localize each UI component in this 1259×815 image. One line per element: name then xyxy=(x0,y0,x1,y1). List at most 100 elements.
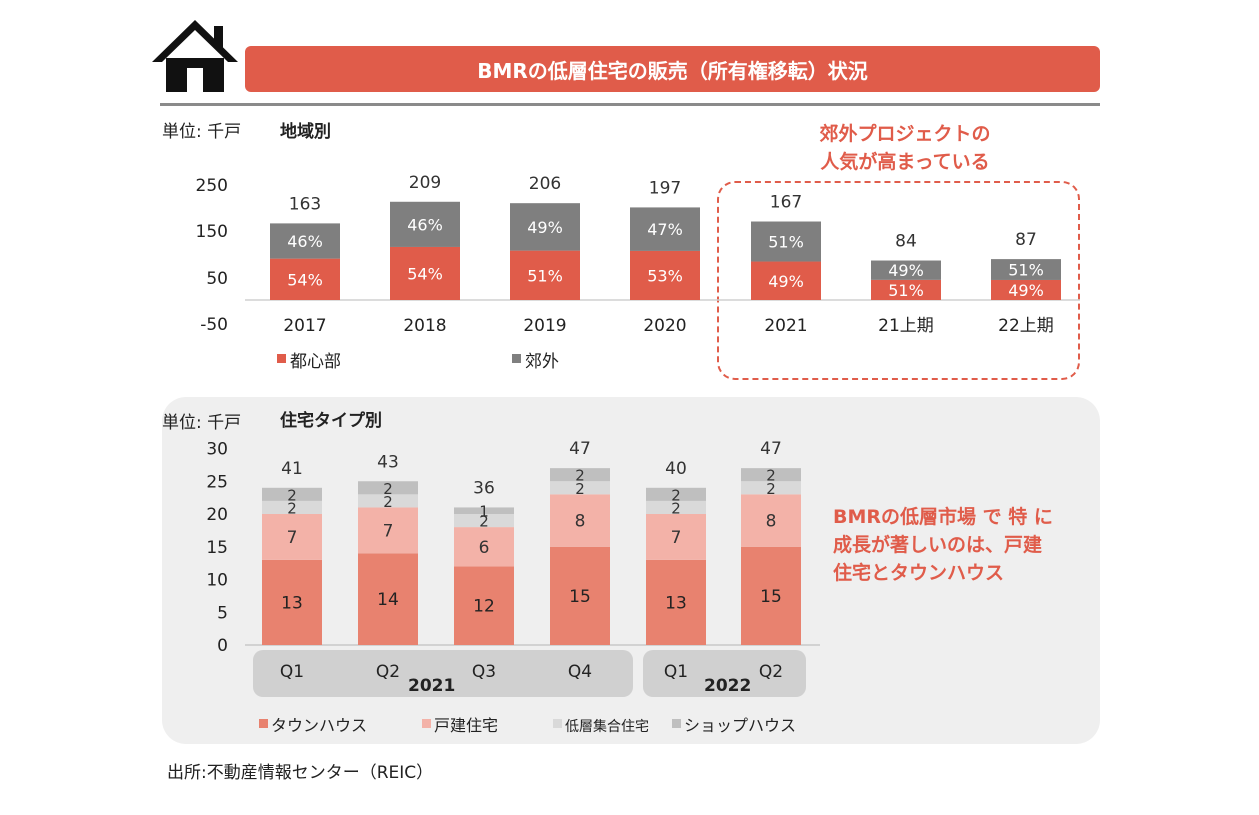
y-tick-label: -50 xyxy=(200,315,228,335)
callout-line: 人気が高まっている xyxy=(820,151,990,173)
bar-detached xyxy=(550,494,610,547)
legend-swatch-urban xyxy=(277,354,286,363)
bar-townhouse-label: 15 xyxy=(569,587,591,607)
bar-share-label-urban: 53% xyxy=(647,266,683,285)
legend-swatch-suburb xyxy=(512,354,521,363)
bar-urban xyxy=(871,279,941,300)
chart1-subtitle: 地域別 xyxy=(280,122,331,142)
bar-total-label: 163 xyxy=(289,194,321,214)
x-tick-label: 2018 xyxy=(403,316,446,336)
bar-lowrise-condo-label: 2 xyxy=(766,480,776,498)
bar-townhouse xyxy=(646,559,706,645)
y-tick-label: 30 xyxy=(206,440,228,460)
bar-suburb xyxy=(751,221,821,262)
bar-townhouse xyxy=(454,566,514,645)
bar-total-label: 36 xyxy=(473,478,495,498)
bar-share-label-urban: 54% xyxy=(287,270,323,289)
bar-lowrise-condo xyxy=(262,500,322,514)
bar-share-label-urban: 51% xyxy=(527,266,563,285)
callout-line: 郊外プロジェクトの xyxy=(819,123,991,145)
bar-townhouse-label: 15 xyxy=(760,587,782,607)
bar-townhouse-label: 14 xyxy=(377,590,399,610)
legend-label-urban: 都心部 xyxy=(290,352,341,372)
x-tick-label: Q4 xyxy=(568,662,592,682)
year-label-2022: 2022 xyxy=(704,676,752,696)
bar-urban xyxy=(630,250,700,300)
x-tick-label: Q1 xyxy=(280,662,304,682)
bar-share-label-urban: 49% xyxy=(1008,281,1044,300)
chart2-subtitle: 住宅タイプ別 xyxy=(280,411,382,431)
x-tick-label: Q2 xyxy=(376,662,400,682)
chart1: 250 150 50 -50 54% 46% 163 2017 54% 46% 209 2018 51%… xyxy=(196,173,1080,372)
bar-urban xyxy=(991,279,1061,300)
legend-swatch xyxy=(672,719,681,728)
bar-shophouse-label: 2 xyxy=(383,480,393,498)
chart1-callout: 郊外プロジェクトの 人気が高まっている xyxy=(790,120,1020,176)
bar-suburb xyxy=(270,223,340,259)
bar-total-label: 41 xyxy=(281,459,303,479)
bar-total-label: 209 xyxy=(409,173,441,193)
legend-label: 低層集合住宅 xyxy=(565,718,649,735)
bar-shophouse xyxy=(262,487,322,501)
x-tick-label: 2021 xyxy=(764,316,807,336)
bar-detached xyxy=(454,527,514,567)
bar-townhouse xyxy=(741,546,801,645)
bar-shophouse xyxy=(741,468,801,482)
bar-shophouse xyxy=(358,481,418,495)
x-tick-label: 21上期 xyxy=(878,316,934,336)
year-label-2021: 2021 xyxy=(408,676,456,696)
bar-suburb xyxy=(871,260,941,280)
legend-swatch xyxy=(259,719,268,728)
bar-townhouse xyxy=(550,546,610,645)
bar-shophouse xyxy=(646,487,706,501)
bar-detached-label: 7 xyxy=(383,521,394,541)
bar-share-label-suburb: 51% xyxy=(768,233,804,252)
y-tick-label: 15 xyxy=(206,538,228,558)
bar-total-label: 167 xyxy=(770,193,802,213)
bar-lowrise-condo-label: 2 xyxy=(575,480,585,498)
bar-lowrise-condo-label: 2 xyxy=(671,499,681,517)
bar-lowrise-condo-label: 2 xyxy=(287,499,297,517)
x-tick-label: 22上期 xyxy=(998,316,1054,336)
bar-detached-label: 8 xyxy=(575,512,586,532)
callout-line: 成長が著しいのは、戸建 xyxy=(833,534,1043,556)
bar-detached xyxy=(646,514,706,560)
y-tick-label: 25 xyxy=(206,472,228,492)
x-tick-label: 2020 xyxy=(643,316,686,336)
bar-total-label: 43 xyxy=(377,452,399,472)
bar-share-label-urban: 51% xyxy=(888,281,924,300)
bar-detached xyxy=(262,514,322,560)
source-note: 出所:不動産情報センター（REIC） xyxy=(167,763,434,783)
y-tick-label: 150 xyxy=(196,222,228,242)
bar-shophouse-label: 2 xyxy=(575,467,585,485)
bar-lowrise-condo xyxy=(741,481,801,495)
bar-detached xyxy=(741,494,801,547)
x-tick-label: 2017 xyxy=(283,316,326,336)
bar-total-label: 87 xyxy=(1015,230,1037,250)
bar-lowrise-condo xyxy=(646,500,706,514)
y-tick-label: 0 xyxy=(217,636,228,656)
page-title: BMRの低層住宅の販売（所有権移転）状況 xyxy=(245,46,1100,92)
bar-total-label: 40 xyxy=(665,459,687,479)
bar-lowrise-condo xyxy=(358,494,418,508)
bar-urban xyxy=(510,250,580,300)
legend-swatch xyxy=(553,719,562,728)
chart2-callout: BMRの低層市場 で 特 に 成長が著しいのは、戸建 住宅とタウンハウス xyxy=(833,503,1083,587)
bar-shophouse-label: 1 xyxy=(479,503,489,521)
bar-detached-label: 8 xyxy=(766,512,777,532)
bar-townhouse xyxy=(262,559,322,645)
x-tick-label: Q2 xyxy=(759,662,783,682)
bar-total-label: 197 xyxy=(649,178,681,198)
callout-line: 住宅とタウンハウス xyxy=(833,562,1005,584)
chart1-unit: 単位: 千戸 xyxy=(162,122,242,142)
bar-townhouse xyxy=(358,553,418,645)
bar-urban xyxy=(270,258,340,300)
x-tick-label: Q3 xyxy=(472,662,496,682)
bar-suburb xyxy=(510,203,580,251)
bar-share-label-suburb: 47% xyxy=(647,220,683,239)
bar-share-label-suburb: 49% xyxy=(888,261,924,280)
bar-detached-label: 6 xyxy=(479,538,490,558)
year-group-2022 xyxy=(643,650,806,697)
bar-lowrise-condo-label: 2 xyxy=(479,513,489,531)
